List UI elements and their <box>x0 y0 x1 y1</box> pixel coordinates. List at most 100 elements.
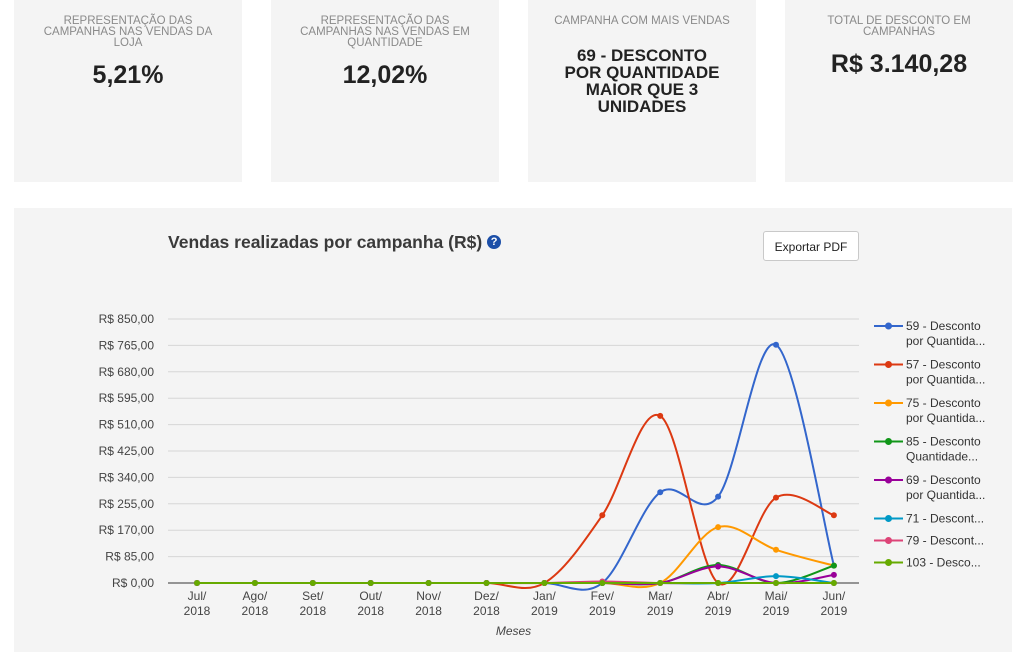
legend-label-line: Quantidade... <box>906 450 978 464</box>
y-tick-label: R$ 170,00 <box>99 523 155 537</box>
legend-label: 59 - Desconto por Quantida... <box>906 319 985 348</box>
kpi-caption: CAMPANHA COM MAIS VENDAS <box>554 15 730 27</box>
x-tick-label-line: 2019 <box>589 604 616 618</box>
y-tick-label: R$ 255,00 <box>99 497 155 511</box>
x-tick-label-line: 2019 <box>821 604 848 618</box>
x-tick-label-line: 2019 <box>705 604 732 618</box>
data-point <box>367 580 374 586</box>
x-tick-label: Mar/2019 <box>647 589 674 618</box>
data-point <box>599 512 606 519</box>
legend-item: 79 - Descont... <box>874 534 984 548</box>
kpi-value: 69 - DESCONTO POR QUANTIDADE MAIOR QUE 3… <box>564 46 720 116</box>
data-point <box>425 580 432 586</box>
x-tick-label-line: Ago/ <box>243 589 268 603</box>
data-point <box>773 573 779 580</box>
series-3 <box>194 524 837 589</box>
legend-label-line: 71 - Descont... <box>906 512 984 526</box>
legend-swatch-dot <box>885 515 892 522</box>
x-tick-label-line: 2018 <box>357 604 384 618</box>
x-tick-label-line: Abr/ <box>707 589 730 603</box>
x-tick-label-line: 2018 <box>415 604 442 618</box>
legend-label: 103 - Desco... <box>906 556 981 570</box>
legend-label-line: 103 - Desco... <box>906 556 981 570</box>
legend-label-line: 75 - Desconto <box>906 396 981 410</box>
data-point <box>830 512 837 519</box>
y-tick-label: R$ 425,00 <box>99 444 155 458</box>
kpi-value: R$ 3.140,28 <box>830 50 968 78</box>
legend-label-line: por Quantida... <box>906 411 985 425</box>
x-tick-label: Mai/2019 <box>763 589 790 618</box>
data-point <box>773 546 779 553</box>
data-point <box>830 562 837 569</box>
x-tick-label: Jun/2019 <box>821 589 848 618</box>
legend-item: 75 - Desconto por Quantida... <box>874 396 985 425</box>
legend-label-line: 59 - Desconto <box>906 319 981 333</box>
x-tick-label-line: Nov/ <box>416 589 441 603</box>
x-tick-label: Jul/2018 <box>184 589 211 618</box>
x-tick-label: Fev/2019 <box>589 589 616 618</box>
series-8 <box>194 580 837 586</box>
series-2 <box>194 412 837 590</box>
data-point <box>251 580 258 586</box>
legend-swatch-dot <box>885 322 892 330</box>
series-line <box>197 343 835 591</box>
legend-label-line: 69 - Desconto <box>906 473 981 487</box>
kpi-caption: REPRESENTAÇÃO DAS CAMPANHAS NAS VENDAS E… <box>300 15 470 49</box>
x-axis-label: Meses <box>496 624 531 638</box>
kpi-value: 12,02% <box>342 61 428 89</box>
data-point <box>483 580 490 586</box>
kpi-caption: REPRESENTAÇÃO DAS CAMPANHAS NAS VENDAS D… <box>43 15 213 49</box>
y-tick-label: R$ 680,00 <box>99 365 155 379</box>
x-tick-label-line: Jul/ <box>188 589 207 603</box>
data-point <box>715 580 722 586</box>
data-point <box>830 580 837 586</box>
x-tick-label-line: 2019 <box>531 604 558 618</box>
legend-swatch-dot <box>885 559 892 566</box>
y-tick-label: R$ 595,00 <box>99 391 155 405</box>
legend-label-line: por Quantida... <box>906 488 985 502</box>
legend-label: 79 - Descont... <box>906 534 984 548</box>
legend-label-line: 57 - Desconto <box>906 358 981 372</box>
x-tick-label-line: Set/ <box>302 589 324 603</box>
legend-swatch-dot <box>885 438 892 445</box>
x-tick-label: Out/2018 <box>357 589 384 618</box>
help-icon[interactable]: ? <box>487 234 502 249</box>
chart-panel <box>14 208 1012 652</box>
data-point <box>541 580 548 586</box>
x-tick-label-line: Out/ <box>359 589 382 603</box>
series-1 <box>194 341 837 591</box>
export-pdf-button[interactable]: Exportar PDF <box>763 231 859 261</box>
legend-swatch-dot <box>885 361 892 368</box>
data-point <box>830 571 837 578</box>
chart-title: Vendas realizadas por campanha (R$)? <box>168 232 502 253</box>
x-tick-label-line: Dez/ <box>474 589 499 603</box>
legend-item: 71 - Descont... <box>874 512 984 526</box>
x-tick-label: Ago/2018 <box>242 589 269 618</box>
data-point <box>773 341 779 348</box>
data-point <box>657 489 664 496</box>
x-tick-label-line: Fev/ <box>591 589 615 603</box>
data-point <box>773 494 779 501</box>
legend-swatch-dot <box>885 476 892 484</box>
x-tick-label: Jan/2019 <box>531 589 558 618</box>
y-tick-label: R$ 510,00 <box>99 418 155 432</box>
x-tick-label-line: Mai/ <box>765 589 788 603</box>
legend-swatch-dot <box>885 537 892 544</box>
x-tick-label-line: Jun/ <box>823 589 846 603</box>
legend-swatch-dot <box>885 399 892 407</box>
legend-item: 57 - Desconto por Quantida... <box>874 358 985 387</box>
legend-item: 69 - Desconto por Quantida... <box>874 473 985 502</box>
data-point <box>194 580 200 586</box>
data-point <box>715 493 722 500</box>
y-tick-label: R$ 85,00 <box>105 550 154 564</box>
legend-label-line: 85 - Desconto <box>906 435 981 449</box>
kpi-caption: TOTAL DE DESCONTO EM CAMPANHAS <box>827 15 971 38</box>
x-tick-label-line: 2018 <box>299 604 326 618</box>
data-point <box>715 563 722 570</box>
legend-label-line: por Quantida... <box>906 373 985 387</box>
x-tick-label: Nov/2018 <box>415 589 442 618</box>
kpi-value: 5,21% <box>92 61 164 89</box>
data-point <box>599 580 606 586</box>
x-tick-label-line: 2019 <box>763 604 790 618</box>
